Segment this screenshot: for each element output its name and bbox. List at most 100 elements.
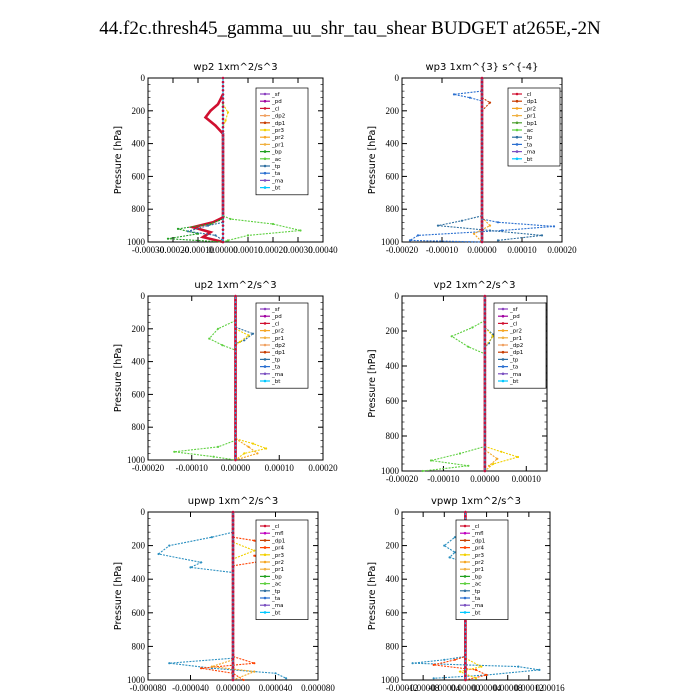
data-point [460, 219, 464, 222]
zero-line-marker [480, 203, 484, 207]
data-point [214, 234, 217, 237]
legend-entry: _dp2 [271, 114, 285, 120]
y-tick-label: 400 [386, 574, 400, 584]
zero-line-marker [480, 146, 484, 149]
zero-line-marker [464, 661, 467, 665]
series-line [437, 215, 543, 241]
zero-line-marker [234, 360, 237, 363]
legend-marker [501, 307, 505, 311]
legend-entry: _pr3 [471, 553, 485, 559]
zero-line-marker [480, 179, 484, 182]
zero-line-marker [221, 130, 225, 133]
legend-entry: _pr3 [271, 128, 285, 134]
legend-entry: _pd [271, 314, 282, 320]
zero-line-marker [231, 624, 235, 627]
data-point [436, 224, 440, 227]
zero-line-marker [234, 311, 237, 314]
zero-line-marker [480, 240, 484, 244]
zero-line-marker [483, 452, 487, 455]
zero-line-marker [483, 294, 487, 298]
data-point [458, 452, 462, 455]
series-line [235, 438, 259, 461]
x-tick-label: 0.00010 [265, 463, 295, 473]
y-tick-label: 800 [132, 204, 146, 214]
legend-marker [515, 99, 519, 103]
data-point [251, 332, 255, 335]
zero-line-marker [231, 590, 235, 594]
x-tick-label: 0.00010 [507, 245, 537, 255]
zero-line-marker [480, 101, 484, 104]
x-tick-label: 0.00010 [233, 245, 263, 255]
zero-line-marker [231, 569, 235, 573]
data-point [485, 673, 488, 677]
legend-marker [463, 596, 467, 600]
data-point [488, 101, 492, 104]
zero-line-marker [221, 134, 225, 137]
zero-line-marker [480, 166, 484, 170]
x-tick-label: 0.00020 [258, 245, 288, 255]
y-tick-label: 600 [386, 608, 400, 618]
data-point [448, 556, 451, 559]
zero-line-marker [480, 117, 484, 121]
legend-entry: _sf [271, 307, 281, 313]
zero-line-marker [221, 199, 225, 203]
zero-line-marker [480, 76, 484, 80]
y-axis-label: Pressure [hPa] [367, 562, 378, 630]
zero-line-marker [221, 216, 225, 219]
x-tick-label: 0.00010 [512, 474, 542, 484]
series-line [484, 449, 499, 467]
data-point [492, 462, 495, 466]
zero-line-marker [221, 146, 225, 149]
zero-line-marker [231, 527, 235, 531]
x-tick-label: -0.000040 [172, 683, 209, 693]
y-tick-label: 800 [386, 204, 400, 214]
legend-marker [463, 546, 467, 549]
zero-line-marker [234, 339, 237, 343]
legend-marker [263, 307, 267, 311]
legend-marker [263, 379, 267, 383]
zero-line-marker [221, 187, 225, 190]
panel-title: wp2 1xm^2/s^3 [193, 62, 277, 73]
legend-entry: _pr1 [271, 142, 284, 148]
legend-entry: _tp [271, 164, 281, 170]
legend-marker [515, 157, 519, 161]
zero-line-marker [480, 216, 484, 219]
data-point [500, 229, 504, 232]
legend-entry: _bt [509, 379, 519, 385]
zero-line-marker [480, 130, 484, 133]
zero-line-marker [221, 207, 225, 211]
legend-entry: _bp [471, 574, 482, 580]
legend-marker [263, 589, 267, 593]
zero-line-marker [234, 348, 237, 351]
zero-line-marker [231, 586, 235, 589]
legend-marker [263, 365, 267, 368]
chart-panel-1: wp3 1xm^{3} s^{-4} Pressure [hPa] 0 200 400 6… [367, 62, 577, 255]
data-point [450, 335, 453, 338]
zero-line-marker [234, 430, 237, 433]
data-point [274, 672, 277, 675]
y-tick-label: 200 [386, 106, 400, 116]
y-axis-label: Pressure [hPa] [113, 344, 124, 412]
data-point [467, 345, 470, 348]
legend-entry: _ma [509, 372, 521, 378]
zero-line-marker [221, 89, 225, 92]
series-line [167, 218, 224, 243]
data-point [204, 116, 207, 119]
legend-entry: _ta [271, 596, 280, 602]
zero-line-marker [483, 360, 487, 363]
legend-marker [263, 350, 267, 354]
legend-marker [463, 524, 467, 528]
data-point [226, 111, 230, 114]
series-line [458, 657, 483, 679]
panel-title: vpwp 1xm^2/s^3 [431, 496, 521, 507]
legend-entry: _pr2 [523, 106, 536, 112]
chart-panel-2: up2 1xm^2/s^3 Pressure [hPa] 0 200 400 600 800… [113, 280, 338, 473]
legend-marker [263, 143, 267, 146]
series-line [222, 103, 229, 128]
legend-entry: _dp1 [471, 538, 485, 544]
legend-marker [263, 92, 267, 96]
zero-line-marker [464, 670, 467, 673]
zero-line-marker [231, 582, 235, 585]
y-tick-label: 600 [132, 389, 146, 399]
